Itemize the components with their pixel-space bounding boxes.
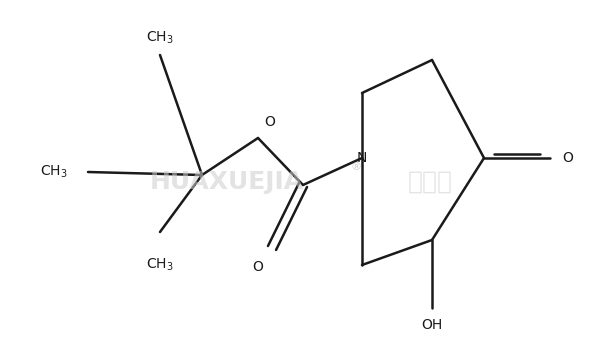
Text: HUAXUEJIA: HUAXUEJIA bbox=[150, 170, 304, 194]
Text: N: N bbox=[357, 151, 367, 165]
Text: CH$_3$: CH$_3$ bbox=[146, 257, 174, 273]
Text: ®: ® bbox=[350, 162, 361, 173]
Text: O: O bbox=[252, 260, 264, 274]
Text: CH$_3$: CH$_3$ bbox=[146, 30, 174, 46]
Text: O: O bbox=[264, 115, 276, 129]
Text: O: O bbox=[562, 151, 573, 165]
Text: 化学加: 化学加 bbox=[408, 170, 453, 194]
Text: OH: OH bbox=[422, 318, 443, 332]
Text: CH$_3$: CH$_3$ bbox=[40, 164, 68, 180]
